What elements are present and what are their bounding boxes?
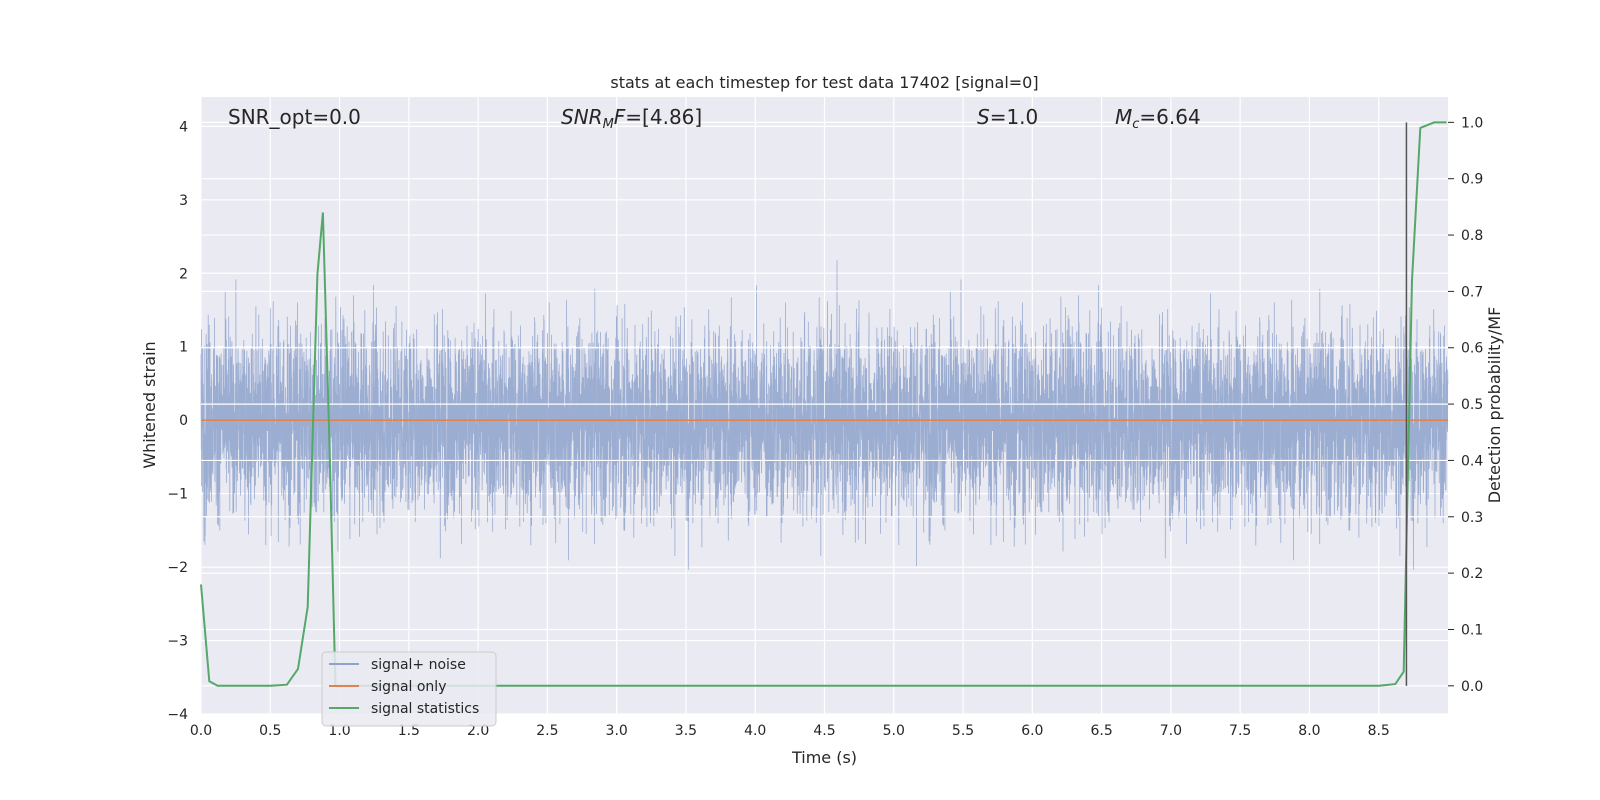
chart-title: stats at each timestep for test data 174…	[610, 73, 1038, 92]
x-tick-label: 5.0	[883, 723, 905, 739]
x-tick-label: 5.5	[952, 723, 974, 739]
y-right-tick-label: 0.2	[1461, 566, 1483, 582]
y-right-tick-label: 0.8	[1461, 228, 1483, 244]
y-tick-label: 4	[179, 119, 188, 135]
y-right-tick-label: 0.0	[1461, 679, 1483, 695]
x-tick-label: 8.5	[1368, 723, 1390, 739]
y-right-tick-label: 0.9	[1461, 172, 1483, 188]
noise-trace-path	[200, 260, 1449, 570]
x-tick-label: 6.5	[1090, 723, 1112, 739]
y-tick-label: −2	[167, 560, 188, 576]
x-tick-label: 4.0	[744, 723, 766, 739]
y-tick-label: 2	[179, 266, 188, 282]
y-right-tick-label: 0.1	[1461, 622, 1483, 638]
x-tick-label: 1.5	[398, 723, 420, 739]
y-tick-label: −1	[167, 487, 188, 503]
legend-label-signal-statistics: signal statistics	[371, 701, 479, 717]
x-axis-title: Time (s)	[791, 748, 857, 767]
y-tick-label: 1	[179, 340, 188, 356]
x-tick-label: 2.0	[467, 723, 489, 739]
y-tick-label: 0	[179, 413, 188, 429]
y-right-tick-label: 0.4	[1461, 453, 1483, 469]
y-right-tick-label: 0.5	[1461, 397, 1483, 413]
y-tick-label: −4	[167, 707, 188, 723]
y-tick-label: 3	[179, 193, 188, 209]
legend: signal+ noise signal only signal statist…	[321, 651, 497, 727]
x-tick-labels: 0.0 0.5 1.0 1.5 2.0 2.5 3.0 3.5 4.0 4.5 5.0 5.5 6.0 6…	[190, 723, 1390, 739]
s-annotation: S=1.0	[977, 105, 1038, 129]
y-right-tick-label: 1.0	[1461, 115, 1483, 131]
y-tick-label: −3	[167, 634, 188, 650]
signal-noise-trace	[200, 260, 1449, 570]
x-tick-label: 3.5	[675, 723, 697, 739]
y-right-tick-labels: 1.0 0.9 0.8 0.7 0.6 0.5 0.4 0.3 0.2 0.1 0.0	[1448, 115, 1483, 695]
legend-label-signal-only: signal only	[371, 679, 446, 695]
y-right-tick-label: 0.3	[1461, 510, 1483, 526]
y-tick-labels: 4 3 2 1 0 −1 −2 −3 −4	[167, 119, 188, 723]
x-tick-label: 7.5	[1229, 723, 1251, 739]
snr-mf-annotation: SNRMF=[4.86]	[561, 105, 702, 132]
snr-opt-annotation: SNR_opt=0.0	[228, 105, 361, 129]
right-grid-layer	[201, 121, 1448, 687]
x-tick-label: 6.0	[1021, 723, 1043, 739]
y-right-axis-title: Detection probability/MF	[1485, 307, 1504, 504]
y-right-tick-label: 0.7	[1461, 284, 1483, 300]
x-tick-label: 2.5	[536, 723, 558, 739]
x-tick-label: 3.0	[606, 723, 628, 739]
x-tick-label: 8.0	[1298, 723, 1320, 739]
mc-annotation: Mc=6.64	[1115, 105, 1201, 132]
x-tick-label: 1.0	[328, 723, 350, 739]
x-tick-label: 4.5	[813, 723, 835, 739]
legend-box	[321, 651, 497, 727]
x-tick-label: 0.0	[190, 723, 212, 739]
y-right-tick-label: 0.6	[1461, 341, 1483, 357]
legend-label-signal-noise: signal+ noise	[371, 657, 466, 673]
y-axis-title: Whitened strain	[140, 341, 159, 468]
x-tick-label: 0.5	[259, 723, 281, 739]
x-tick-label: 7.0	[1160, 723, 1182, 739]
